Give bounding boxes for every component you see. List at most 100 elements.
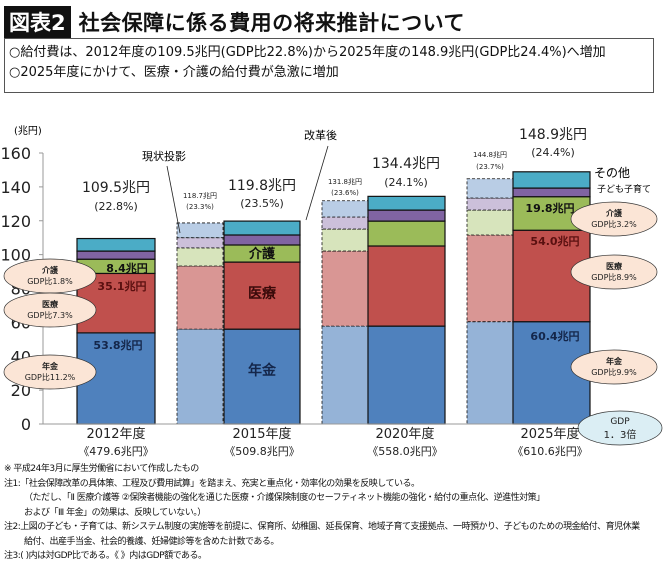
summary-box: ○給付費は、2012年度の109.5兆円(GDP比22.8%)から2025年度の… [4, 38, 654, 93]
footnotes: ※ 平成24年3月に厚生労働省において作成したもの注1:「社会保障改革の具体策、… [4, 462, 668, 564]
current-projection-label: 現状投影 [142, 149, 186, 163]
callout-gdp: GDP比3.2% [591, 219, 637, 229]
legend-other: その他 [594, 166, 630, 180]
bar-segment-4-その他 [367, 195, 446, 211]
header: 図表2 社会保障に係る費用の将来推計について [4, 6, 465, 38]
pct-2015-current: (23.3%) [186, 203, 214, 211]
total-2020-reform: 134.4兆円 [372, 156, 440, 172]
callout-gdp: GDP比11.2% [25, 372, 76, 382]
bar-segment-1-医療 [176, 265, 224, 330]
callout-gdp: GDP比8.9% [591, 272, 637, 282]
footnote: （ただし、「Ⅱ 医療介護等 ②保険者機能の強化を通じた医療・介護保険制度のセーフ… [24, 493, 545, 503]
bar-segment-3-その他 [321, 200, 369, 218]
year-2015: 2015年度 [232, 426, 291, 442]
bar-segment-5-その他 [466, 178, 514, 199]
callout-gdp: 1．3倍 [604, 428, 637, 441]
figure-badge: 図表2 [4, 6, 71, 38]
label-medical: 医療 [248, 285, 277, 302]
y-tick-label: 140 [0, 178, 31, 197]
footnote: 給付、出産手当金、社会的養護、妊婦健診等を含めた計数である。 [24, 536, 279, 547]
legend-kids: 子ども子育て [597, 183, 651, 195]
footnote: 注2:上図の子ども・子育ては、新システム制度の実施等を前提に、保育所、幼稚園、延… [4, 522, 640, 532]
callout-name: 医療 [606, 261, 623, 271]
bar-segment-3-年金 [321, 325, 369, 425]
pct-2015-reform: (23.5%) [240, 197, 284, 210]
bar-segment-1-子ども子育て [176, 237, 224, 249]
bar-segment-5-子ども子育て [466, 197, 514, 211]
y-axis-label: (兆円) [14, 125, 42, 137]
callout-name: 医療 [42, 299, 59, 309]
value-2025-pension: 60.4兆円 [530, 329, 579, 343]
bar-segment-2-年金 [223, 328, 301, 425]
label-care: 介護 [248, 246, 276, 262]
pct-2012: (22.8%) [94, 200, 138, 213]
bar-segment-0-子ども子育て [76, 250, 156, 260]
bar-segment-5-年金 [466, 321, 514, 425]
value-2012-care: 8.4兆円 [106, 261, 148, 275]
callout-2025-care: 介護 GDP比3.2% [570, 201, 658, 237]
value-2012-pension: 53.8兆円 [93, 338, 142, 352]
value-2025-medical: 54.0兆円 [530, 234, 579, 248]
pct-2025-reform: (24.4%) [531, 146, 575, 159]
callout-name: 介護 [41, 265, 59, 275]
gdp-2012: 《479.6兆円》 [78, 445, 154, 458]
bar-segment-4-医療 [367, 245, 446, 327]
label-pension: 年金 [248, 362, 277, 379]
bar-segment-5-医療 [466, 234, 514, 323]
bar-segment-2-その他 [223, 220, 301, 236]
bar-segment-6-その他 [512, 171, 591, 189]
callout-gdp: GDP比9.9% [591, 367, 637, 377]
footnote: 注3:( )内は対GDP比である。《 》内はGDP額である。 [4, 551, 207, 561]
bar-segment-4-年金 [367, 325, 446, 425]
bar-segment-5-介護 [466, 209, 514, 236]
bar-segment-3-介護 [321, 228, 369, 252]
y-tick-label: 0 [21, 415, 31, 434]
total-2020-current: 131.8兆円 [328, 177, 362, 186]
year-2012: 2012年度 [86, 426, 145, 442]
total-2012: 109.5兆円 [82, 180, 150, 196]
reform-arrow [305, 145, 329, 221]
y-tick-label: 120 [0, 212, 31, 231]
total-2025-reform: 148.9兆円 [519, 127, 587, 143]
bar-segment-3-子ども子育て [321, 216, 369, 230]
footnote: ※ 平成24年3月に厚生労働省において作成したもの [4, 464, 199, 474]
callout-name: 年金 [42, 361, 59, 371]
bar-segment-0-その他 [76, 237, 156, 252]
bar-segment-3-医療 [321, 250, 369, 327]
bar-segment-4-子ども子育て [367, 209, 446, 222]
callout-name: GDP [610, 417, 630, 427]
gdp-2020: 《558.0兆円》 [367, 445, 443, 458]
total-2015-current: 118.7兆円 [183, 191, 217, 200]
bar-segment-6-子ども子育て [512, 187, 591, 198]
reform-label: 改革後 [304, 128, 337, 142]
callout-name: 介護 [605, 208, 623, 218]
value-2012-medical: 35.1兆円 [97, 279, 146, 293]
bar-segment-1-介護 [176, 247, 224, 267]
y-tick-label: 160 [0, 144, 31, 163]
callout-gdp: GDP比1.8% [27, 276, 73, 286]
callout-2012-medical: 医療 GDP比7.3% [3, 292, 97, 328]
pct-2025-current: (23.7%) [476, 163, 504, 171]
callout-2012-pension: 年金 GDP比11.2% [3, 354, 97, 390]
year-2025: 2025年度 [520, 426, 579, 442]
bar-segment-2-子ども子育て [223, 234, 301, 246]
callout-2012-care: 介護 GDP比1.8% [3, 258, 97, 294]
callout-gdp-ratio: GDP 1．3倍 [577, 410, 663, 446]
footnote: 注1:「社会保障改革の具体策、工程及び費用試算」を踏まえ、充実と重点化・効率化の… [4, 478, 420, 489]
value-2025-care: 19.8兆円 [525, 201, 574, 215]
bar-segment-1-その他 [176, 222, 224, 239]
bar-segment-1-年金 [176, 328, 224, 425]
footnote: および「Ⅲ 年金」の効果は、反映していない。） [24, 507, 206, 518]
callout-2025-pension: 年金 GDP比9.9% [570, 349, 658, 385]
y-tick-label: 100 [0, 246, 31, 265]
callout-name: 年金 [606, 356, 623, 366]
gdp-2025: 《610.6兆円》 [512, 445, 588, 458]
pct-2020-reform: (24.1%) [384, 176, 428, 189]
total-2025-current: 144.8兆円 [473, 150, 507, 159]
year-2020: 2020年度 [375, 426, 434, 442]
summary-line: ○給付費は、2012年度の109.5兆円(GDP比22.8%)から2025年度の… [9, 45, 606, 60]
total-2015-reform: 119.8兆円 [228, 178, 296, 194]
callout-2025-medical: 医療 GDP比8.9% [570, 254, 658, 290]
gdp-2015: 《509.8兆円》 [224, 445, 300, 458]
